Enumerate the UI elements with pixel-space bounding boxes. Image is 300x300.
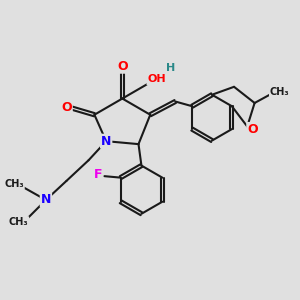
- Text: O: O: [117, 60, 128, 73]
- Text: O: O: [247, 123, 258, 136]
- Text: CH₃: CH₃: [270, 87, 290, 97]
- Text: O: O: [61, 101, 72, 114]
- Text: H: H: [166, 63, 175, 73]
- Text: F: F: [94, 168, 102, 181]
- Text: N: N: [101, 135, 111, 148]
- Text: CH₃: CH₃: [4, 179, 24, 189]
- Text: OH: OH: [147, 74, 166, 85]
- Text: CH₃: CH₃: [9, 217, 28, 227]
- Text: N: N: [41, 194, 51, 206]
